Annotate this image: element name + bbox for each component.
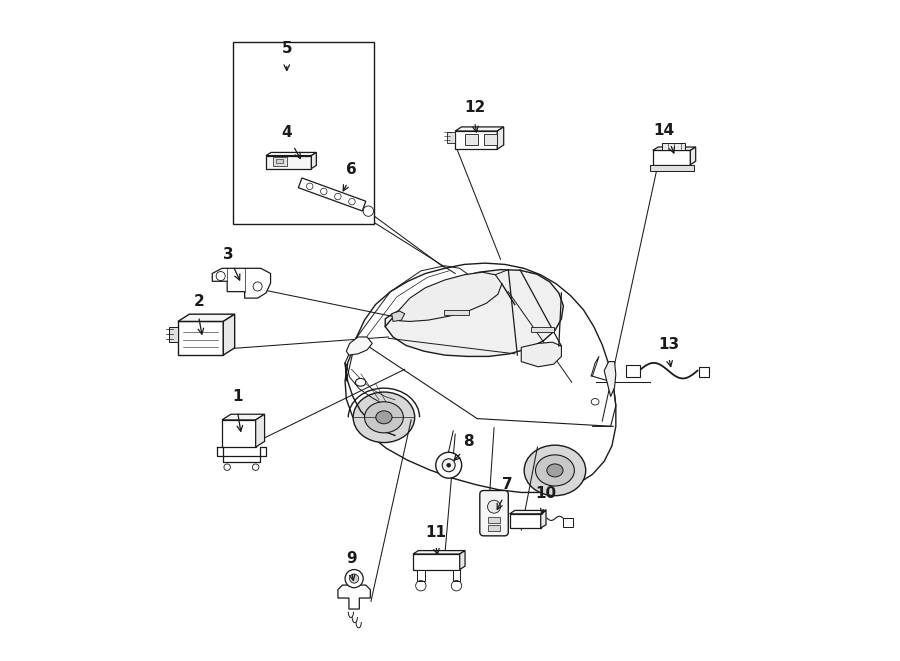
- Polygon shape: [266, 153, 317, 155]
- Polygon shape: [311, 153, 317, 169]
- Text: 11: 11: [425, 525, 446, 540]
- Circle shape: [349, 574, 359, 583]
- Polygon shape: [223, 314, 235, 355]
- Polygon shape: [509, 510, 546, 514]
- Polygon shape: [345, 263, 616, 492]
- Polygon shape: [338, 585, 370, 609]
- Polygon shape: [178, 314, 235, 321]
- Polygon shape: [266, 155, 311, 169]
- Polygon shape: [652, 151, 690, 165]
- Text: 7: 7: [501, 477, 512, 492]
- Bar: [626, 366, 641, 377]
- Bar: [417, 570, 425, 581]
- Text: 2: 2: [194, 294, 204, 309]
- Bar: [465, 134, 478, 145]
- Bar: [169, 327, 178, 342]
- Text: 6: 6: [346, 163, 357, 177]
- Text: 8: 8: [463, 434, 473, 449]
- Text: 3: 3: [223, 247, 234, 262]
- Bar: [562, 518, 573, 527]
- Ellipse shape: [353, 392, 415, 443]
- Circle shape: [446, 463, 451, 467]
- Ellipse shape: [356, 379, 365, 386]
- Bar: [531, 327, 554, 332]
- Text: 14: 14: [653, 124, 674, 139]
- Ellipse shape: [536, 455, 574, 486]
- Ellipse shape: [376, 411, 392, 424]
- Bar: [488, 525, 500, 531]
- Polygon shape: [256, 414, 265, 447]
- Polygon shape: [299, 178, 365, 211]
- Circle shape: [442, 459, 455, 472]
- Polygon shape: [222, 420, 256, 447]
- Polygon shape: [413, 554, 460, 570]
- Polygon shape: [521, 342, 562, 367]
- Bar: [488, 517, 500, 523]
- Ellipse shape: [524, 445, 586, 496]
- Circle shape: [345, 570, 364, 588]
- Polygon shape: [498, 127, 504, 149]
- Polygon shape: [212, 268, 271, 298]
- Polygon shape: [395, 272, 502, 321]
- Bar: [698, 368, 709, 377]
- Bar: [233, 42, 374, 223]
- Bar: [447, 132, 455, 143]
- Circle shape: [436, 452, 462, 478]
- Text: 4: 4: [282, 126, 292, 140]
- Text: 1: 1: [232, 389, 243, 404]
- Text: 9: 9: [346, 551, 356, 566]
- Polygon shape: [392, 311, 405, 321]
- Bar: [273, 157, 287, 166]
- Polygon shape: [509, 514, 541, 528]
- Bar: [276, 159, 283, 163]
- Polygon shape: [652, 147, 696, 151]
- Polygon shape: [346, 337, 373, 355]
- Text: 13: 13: [659, 337, 680, 352]
- Polygon shape: [222, 414, 265, 420]
- FancyBboxPatch shape: [480, 490, 508, 536]
- Ellipse shape: [547, 464, 563, 477]
- Circle shape: [488, 500, 500, 513]
- Polygon shape: [604, 362, 616, 397]
- Circle shape: [364, 206, 374, 216]
- Text: 10: 10: [536, 486, 556, 501]
- Polygon shape: [455, 131, 498, 149]
- Text: 5: 5: [282, 41, 292, 56]
- Text: 12: 12: [464, 100, 485, 114]
- Ellipse shape: [364, 402, 403, 433]
- Polygon shape: [385, 270, 563, 356]
- Polygon shape: [413, 551, 465, 554]
- Bar: [650, 165, 694, 171]
- Polygon shape: [460, 551, 465, 570]
- Bar: [662, 143, 685, 151]
- Bar: [484, 134, 498, 145]
- Bar: [453, 570, 461, 581]
- Polygon shape: [541, 510, 546, 528]
- Polygon shape: [690, 147, 696, 165]
- Polygon shape: [178, 321, 223, 355]
- Bar: [444, 310, 470, 315]
- Polygon shape: [455, 127, 504, 131]
